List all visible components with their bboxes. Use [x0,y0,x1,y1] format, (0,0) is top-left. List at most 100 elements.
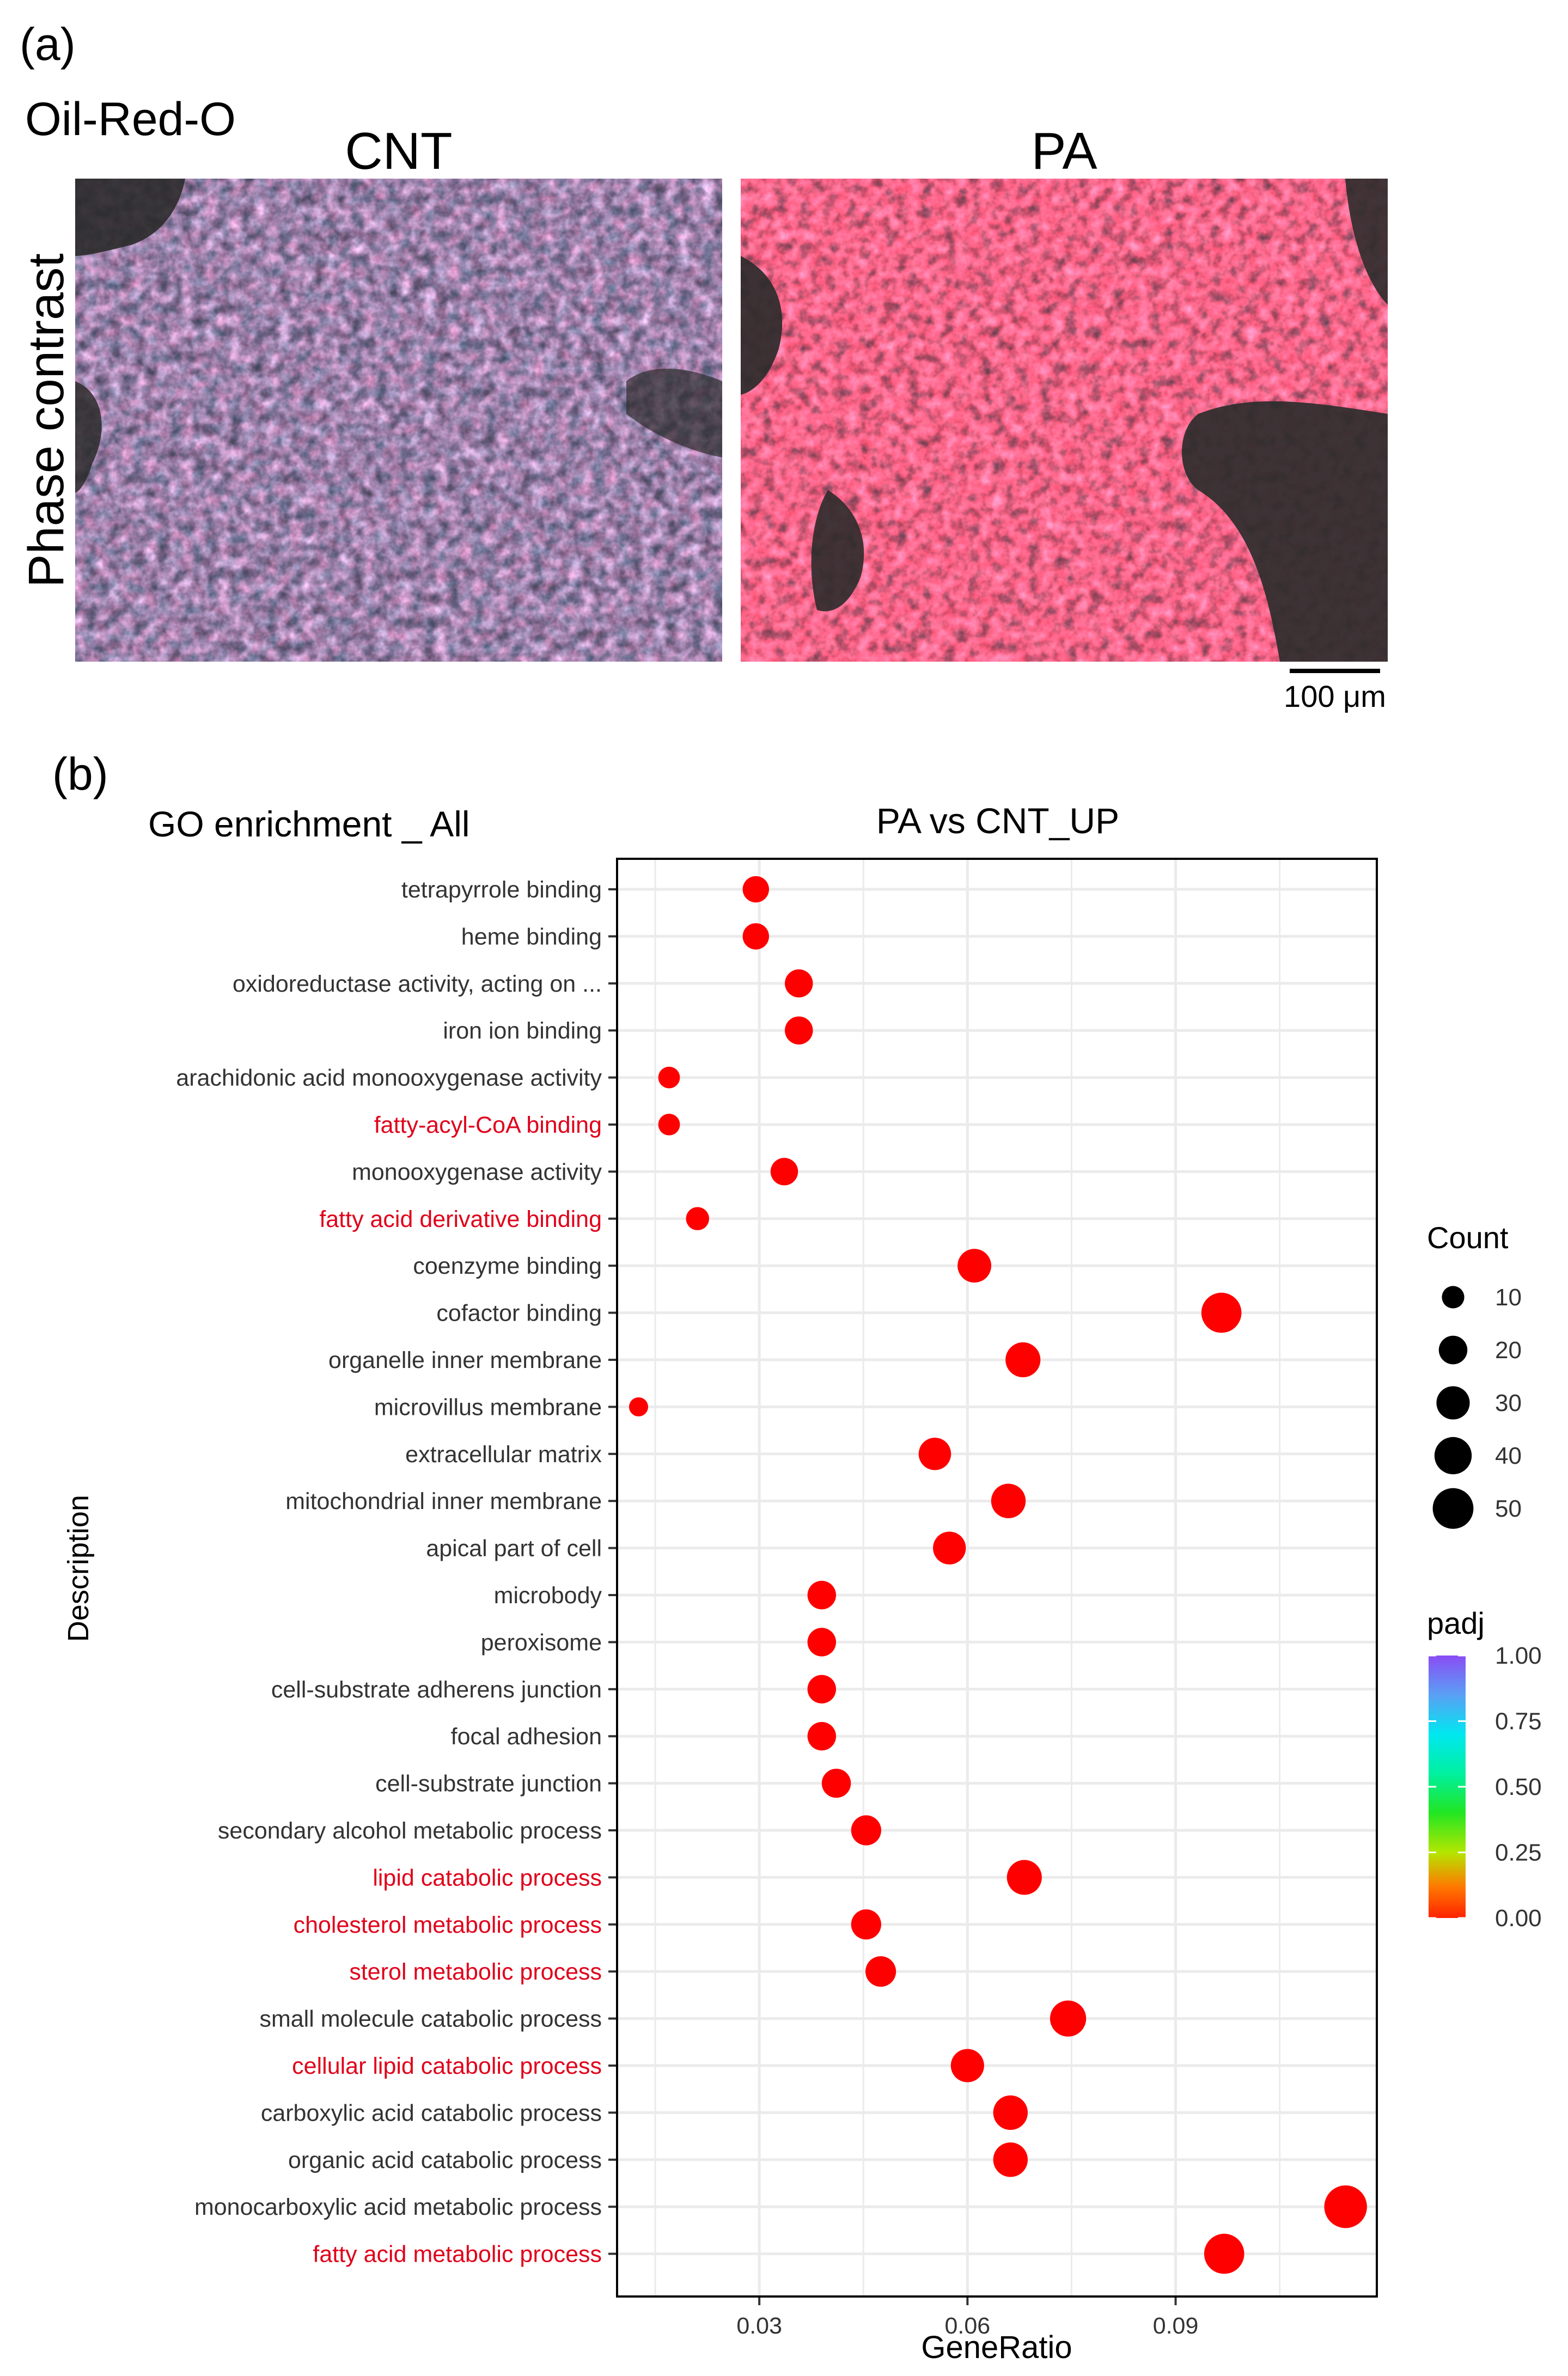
plot-frame [616,858,1378,2298]
y-tick-label: fatty acid metabolic process [313,2241,602,2268]
data-point [785,969,813,998]
count-legend-label: 20 [1495,1337,1522,1364]
data-point [993,2095,1028,2130]
count-legend-label: 50 [1495,1495,1522,1522]
y-tick-label: microvillus membrane [374,1394,602,1420]
count-legend-label: 10 [1495,1284,1522,1311]
data-point [1050,2000,1087,2037]
count-legend-title: Count [1427,1220,1509,1255]
padj-legend-title: padj [1427,1606,1485,1640]
count-legend-dot [1436,1386,1470,1420]
y-tick-label: cholesterol metabolic process [294,1912,602,1938]
padj-tick-label: 0.75 [1495,1708,1542,1735]
y-tick-label: heme binding [461,924,602,950]
data-point [658,1114,680,1135]
y-tick-label: oxidoreductase activity, acting on ... [233,971,602,997]
y-tick-label: cell-substrate junction [375,1771,602,1797]
data-point [1201,1292,1242,1333]
y-tick-label: organic acid catabolic process [288,2147,602,2173]
y-tick-label: monocarboxylic acid metabolic process [194,2194,602,2220]
y-tick-label: extracellular matrix [405,1442,602,1468]
y-tick-label: cellular lipid catabolic process [292,2053,602,2079]
count-legend-label: 30 [1495,1390,1522,1416]
x-tick-label: 0.06 [945,2313,991,2339]
y-axis-labels: tetrapyrrole binding heme binding oxidored… [176,877,617,2268]
data-point [742,876,769,903]
data-point [770,1158,798,1186]
plot-area [616,858,1378,2298]
y-tick-label: fatty-acyl-CoA binding [374,1112,602,1138]
data-point [1006,1860,1042,1895]
panel-a-label: (a) [20,19,76,70]
y-tick-label: tetrapyrrole binding [401,877,602,903]
data-point [742,923,769,950]
padj-tick-label: 0.25 [1495,1840,1542,1866]
data-point [807,1580,837,1610]
data-point [851,1815,881,1846]
count-legend: 10 20 30 40 50 [1432,1284,1522,1529]
data-point [807,1628,837,1657]
data-point [991,1483,1026,1518]
data-point [807,1721,837,1751]
data-point [658,1066,680,1089]
y-tick-label: fatty acid derivative binding [319,1206,602,1232]
y-tick-label: iron ion binding [443,1018,602,1044]
image-title-pa: PA [1032,122,1097,180]
data-point [629,1397,649,1416]
y-tick-label: peroxisome [481,1629,602,1656]
y-tick-label: monooxygenase activity [352,1159,602,1185]
y-tick-label: cell-substrate adherens junction [271,1677,602,1703]
y-tick-label: apical part of cell [426,1536,602,1562]
row-label: Phase contrast [19,253,74,588]
data-point [933,1531,966,1565]
y-tick-label: sterol metabolic process [349,1959,602,1985]
data-point [785,1016,813,1045]
data-point [851,1909,881,1940]
x-tick-label: 0.09 [1153,2313,1199,2339]
data-point [686,1207,710,1231]
x-axis-title: GeneRatio [921,2330,1072,2365]
y-tick-label: arachidonic acid monooxygenase activity [176,1065,602,1091]
count-legend-label: 40 [1495,1443,1522,1469]
go-enrichment-title: GO enrichment _ All [148,804,470,844]
y-tick-label: microbody [494,1583,602,1609]
data-point [821,1768,851,1798]
y-tick-label: lipid catabolic process [373,1865,602,1891]
count-legend-dot [1432,1488,1474,1529]
y-tick-label: mitochondrial inner membrane [285,1488,602,1514]
y-axis-title: Description [62,1495,95,1642]
y-tick-label: organelle inner membrane [328,1347,602,1373]
data-point [807,1675,837,1704]
data-point [950,2049,984,2082]
y-tick-label: cofactor binding [436,1300,602,1327]
plot-title: PA vs CNT_UP [876,801,1119,841]
micrograph-pa [741,179,1388,662]
y-tick-label: carboxylic acid catabolic process [261,2100,602,2126]
data-point [1204,2233,1244,2274]
grid-vertical [654,859,1281,2296]
padj-tick-label: 1.00 [1495,1642,1542,1669]
image-title-cnt: CNT [345,122,452,180]
y-tick-label: coenzyme binding [413,1253,602,1279]
data-point [1324,2185,1367,2228]
y-tick-label: secondary alcohol metabolic process [218,1818,602,1844]
padj-tick-label: 0.00 [1495,1905,1542,1932]
data-point [1005,1342,1041,1378]
padj-legend-ticks: 1.00 0.75 0.50 0.25 0.00 [1429,1642,1542,1932]
data-point [865,1956,896,1987]
x-tick-label: 0.03 [736,2313,782,2339]
scale-bar-label: 100 μm [1284,679,1386,713]
count-legend-dot [1438,1335,1468,1365]
y-tick-label: focal adhesion [451,1724,602,1750]
panel-b-label: (b) [52,748,108,799]
micrograph-cnt [75,179,722,662]
data-point [993,2142,1028,2177]
count-legend-dot [1434,1437,1472,1475]
x-axis-ticks: 0.03 0.06 0.09 [736,2296,1198,2339]
stain-label: Oil-Red-O [25,93,236,145]
points [629,876,1367,2274]
y-tick-label: small molecule catabolic process [259,2006,602,2032]
data-point [918,1438,951,1470]
count-legend-dot [1442,1286,1465,1309]
